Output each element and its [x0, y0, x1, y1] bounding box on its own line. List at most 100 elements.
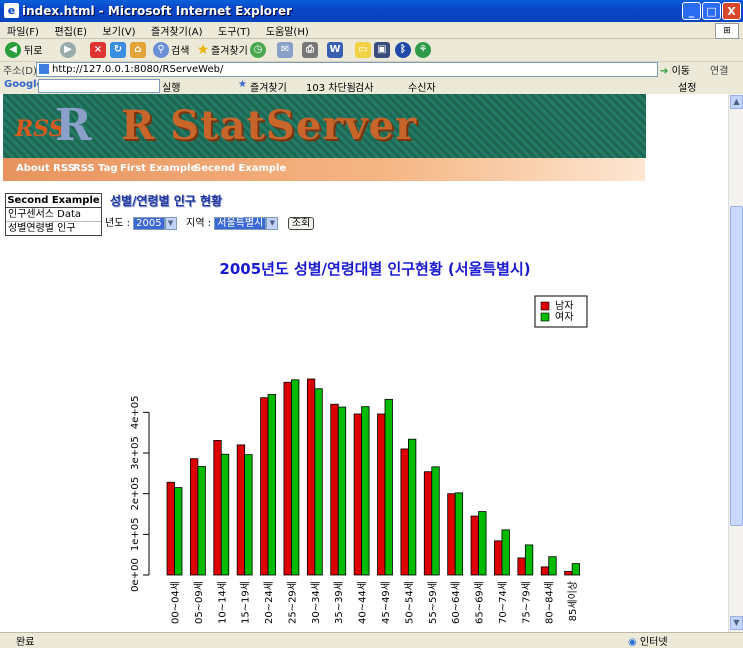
x-tick-label: 55~59세: [427, 581, 439, 624]
menu-tools[interactable]: 도구(T): [218, 27, 251, 38]
bar: [400, 448, 409, 576]
links-label[interactable]: 연결: [710, 66, 729, 77]
left-nav-header: Second Example: [6, 195, 101, 208]
stop-icon[interactable]: ×: [90, 42, 106, 58]
bar: [189, 458, 199, 576]
left-nav-item-census[interactable]: 인구센서스 Data: [6, 208, 101, 222]
bar: [291, 379, 300, 576]
bar: [454, 492, 464, 576]
favorites-star-icon[interactable]: ★: [196, 42, 210, 58]
page-title: 성별/연령별 인구 현황: [110, 194, 223, 208]
x-tick-label: 20~24세: [263, 581, 275, 624]
bar: [431, 466, 440, 576]
google-favorites-star-icon: ★: [238, 79, 247, 90]
status-text: 완료: [16, 637, 35, 648]
menu-help[interactable]: 도움말(H): [265, 27, 309, 38]
address-input[interactable]: http://127.0.0.1:8080/RServeWeb/: [36, 62, 658, 77]
scroll-down-icon[interactable]: ▼: [730, 616, 743, 630]
back-button[interactable]: 뒤로: [24, 46, 43, 57]
bar: [220, 453, 230, 576]
nav-rss-tag[interactable]: RSS Tag: [73, 163, 118, 174]
banner: RSS R R StatServer: [3, 94, 646, 158]
home-icon[interactable]: ⌂: [130, 42, 146, 58]
google-favorites[interactable]: 즐겨찾기: [250, 83, 287, 94]
history-icon[interactable]: ◷: [250, 42, 266, 58]
bar: [540, 566, 550, 576]
bar: [524, 544, 534, 576]
y-tick-label: 1e+05: [130, 518, 141, 552]
scroll-thumb[interactable]: [730, 206, 743, 526]
bar: [283, 381, 292, 576]
x-tick-label: 40~44세: [357, 581, 369, 624]
messenger-icon[interactable]: ▣: [374, 42, 390, 58]
bar: [267, 394, 276, 576]
bar: [244, 454, 253, 576]
bar: [236, 444, 246, 576]
left-nav-item-population[interactable]: 성별연령별 인구: [8, 223, 76, 234]
google-autofill[interactable]: 수신자: [408, 83, 436, 94]
bluetooth-icon[interactable]: ᛒ: [395, 42, 411, 58]
x-tick-label: 15~19세: [240, 581, 252, 624]
population-chart: 2005년도 성별/연령대별 인구현황 (서울특별시) 0e+00 1e+05 2e+…: [130, 260, 588, 624]
banner-title: R StatServer: [121, 102, 418, 149]
search-icon[interactable]: ⚲: [153, 42, 169, 58]
refresh-icon[interactable]: ↻: [110, 42, 126, 58]
menu-favorites[interactable]: 즐겨찾기(A): [151, 27, 203, 38]
windows-logo-icon: ⊞: [715, 23, 739, 39]
forward-icon[interactable]: ▶: [60, 42, 76, 58]
bar: [174, 487, 183, 576]
back-icon[interactable]: ◀: [5, 42, 21, 58]
bar: [571, 563, 581, 576]
google-search-input[interactable]: [38, 79, 160, 93]
bar: [548, 556, 557, 576]
x-tick-label: 60~64세: [450, 581, 462, 624]
status-zone: ◉ 인터넷: [628, 633, 668, 648]
minimize-button[interactable]: _: [682, 2, 701, 20]
bar: [407, 438, 417, 576]
maximize-button[interactable]: □: [702, 2, 721, 20]
region-select[interactable]: 서울특별시: [214, 216, 267, 230]
search-button[interactable]: 검색: [171, 46, 190, 57]
people-icon[interactable]: ⚘: [415, 42, 431, 58]
banner-rss: RSS: [15, 116, 65, 142]
nav-about-rss[interactable]: About RSS: [16, 163, 75, 174]
google-blocked[interactable]: 103 차단됨: [306, 83, 356, 94]
google-run[interactable]: 실행: [162, 83, 181, 94]
query-button[interactable]: 조회: [287, 216, 315, 230]
google-logo[interactable]: Google: [4, 79, 44, 90]
legend-label: 남자: [555, 300, 573, 312]
year-dropdown-icon[interactable]: ▼: [164, 216, 177, 230]
status-bar: 완료 ◉ 인터넷: [0, 632, 743, 648]
menu-view[interactable]: 보기(V): [102, 27, 136, 38]
x-tick-label: 45~49세: [380, 581, 392, 624]
page-content: RSS R R StatServer About RSS RSS Tag Fir…: [0, 94, 728, 632]
google-settings[interactable]: 설정: [678, 83, 697, 94]
nav-second-example[interactable]: Secend Example: [194, 163, 287, 174]
go-button[interactable]: ➔ 이동: [660, 62, 690, 77]
x-tick-label: 75~79세: [520, 581, 532, 624]
year-select[interactable]: 2005: [133, 216, 165, 230]
legend-label: 여자: [555, 311, 573, 323]
vertical-scrollbar[interactable]: ▲ ▼: [728, 94, 743, 632]
region-label: 지역 :: [186, 218, 212, 229]
bar: [306, 378, 316, 576]
favorites-button[interactable]: 즐겨찾기: [211, 46, 248, 57]
print-icon[interactable]: ⎙: [302, 42, 318, 58]
menu-file[interactable]: 파일(F): [7, 27, 39, 38]
scroll-up-icon[interactable]: ▲: [730, 95, 743, 109]
folder-icon[interactable]: ▭: [355, 42, 371, 58]
globe-icon: ◉: [628, 637, 637, 648]
x-tick-label: 30~34세: [310, 581, 322, 624]
bar: [501, 529, 510, 576]
query-form: 년도 : 2005 ▼ 지역 : 서울특별시 ▼ 조회: [105, 214, 315, 230]
window-title: index.html - Microsoft Internet Explorer: [22, 4, 293, 18]
bar: [166, 481, 175, 576]
menu-edit[interactable]: 편집(E): [54, 27, 87, 38]
close-button[interactable]: X: [722, 2, 741, 20]
mail-icon[interactable]: ✉: [277, 42, 293, 58]
region-dropdown-icon[interactable]: ▼: [266, 216, 279, 230]
nav-first-example[interactable]: First Example: [120, 163, 198, 174]
google-check[interactable]: 검사: [355, 83, 374, 94]
bar: [314, 388, 323, 576]
edit-icon[interactable]: W: [327, 42, 343, 58]
